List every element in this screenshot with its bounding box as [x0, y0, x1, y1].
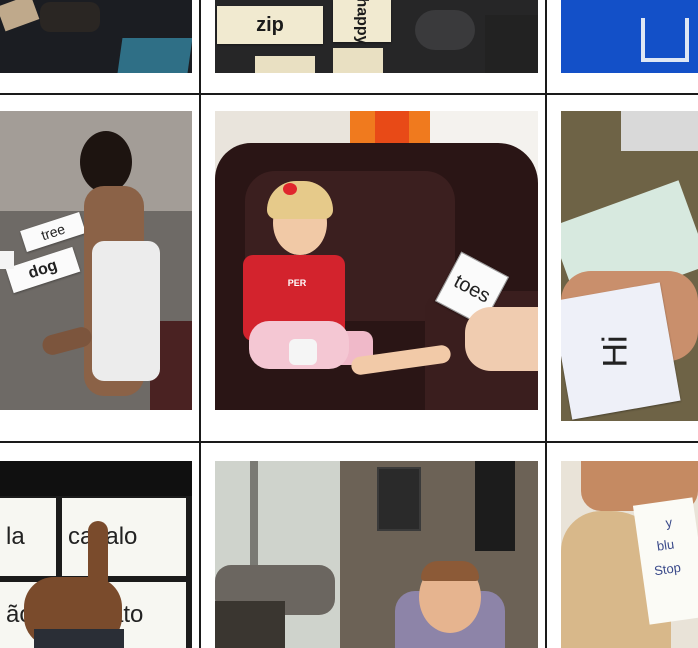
wall-picture: [377, 467, 421, 531]
note-line-1: y: [664, 514, 674, 531]
child-figure: PER: [233, 171, 463, 401]
photo-r1c2: zip happy: [215, 0, 538, 73]
grid-line-h1: [0, 93, 698, 95]
grid-line-h2: [0, 441, 698, 443]
word-card-hi: Hi: [561, 282, 681, 420]
word-card-toes-text: toes: [450, 269, 495, 308]
word-card-hi-text: Hi: [596, 334, 635, 368]
tablet-tile-1: la: [0, 498, 56, 576]
photo-r3c2: [215, 461, 538, 648]
word-card-zip-text: zip: [256, 13, 284, 36]
note-line-3: Stop: [653, 559, 682, 579]
photo-r2c3: Hi: [561, 111, 698, 421]
shirt-text: PER: [287, 278, 307, 288]
grid-line-v1: [199, 0, 201, 648]
photo-r3c3: y blu Stop: [561, 461, 698, 648]
baby-figure: [395, 561, 505, 648]
word-card-dog-text: dog: [26, 256, 60, 283]
photo-r1c1: [0, 0, 192, 73]
photo-r2c2: PER toes: [215, 111, 538, 410]
pointing-hand: [24, 521, 124, 648]
word-card-happy-text: happy: [354, 0, 371, 45]
note-line-2: blu: [655, 536, 676, 554]
word-card-happy: happy: [333, 0, 391, 45]
grid-line-v2: [545, 0, 547, 648]
tablet-tile-1-text: la: [6, 523, 25, 550]
toddler-figure: [40, 131, 160, 410]
word-card-tree-text: tree: [39, 220, 67, 244]
word-card-zip: zip: [217, 6, 323, 44]
tablet-tile-2: cavalo: [62, 498, 186, 576]
photo-r1c3: [561, 0, 698, 73]
photo-r3c1: la cavalo ão ato: [0, 461, 192, 648]
photo-r2c1: tree dog: [0, 111, 192, 410]
